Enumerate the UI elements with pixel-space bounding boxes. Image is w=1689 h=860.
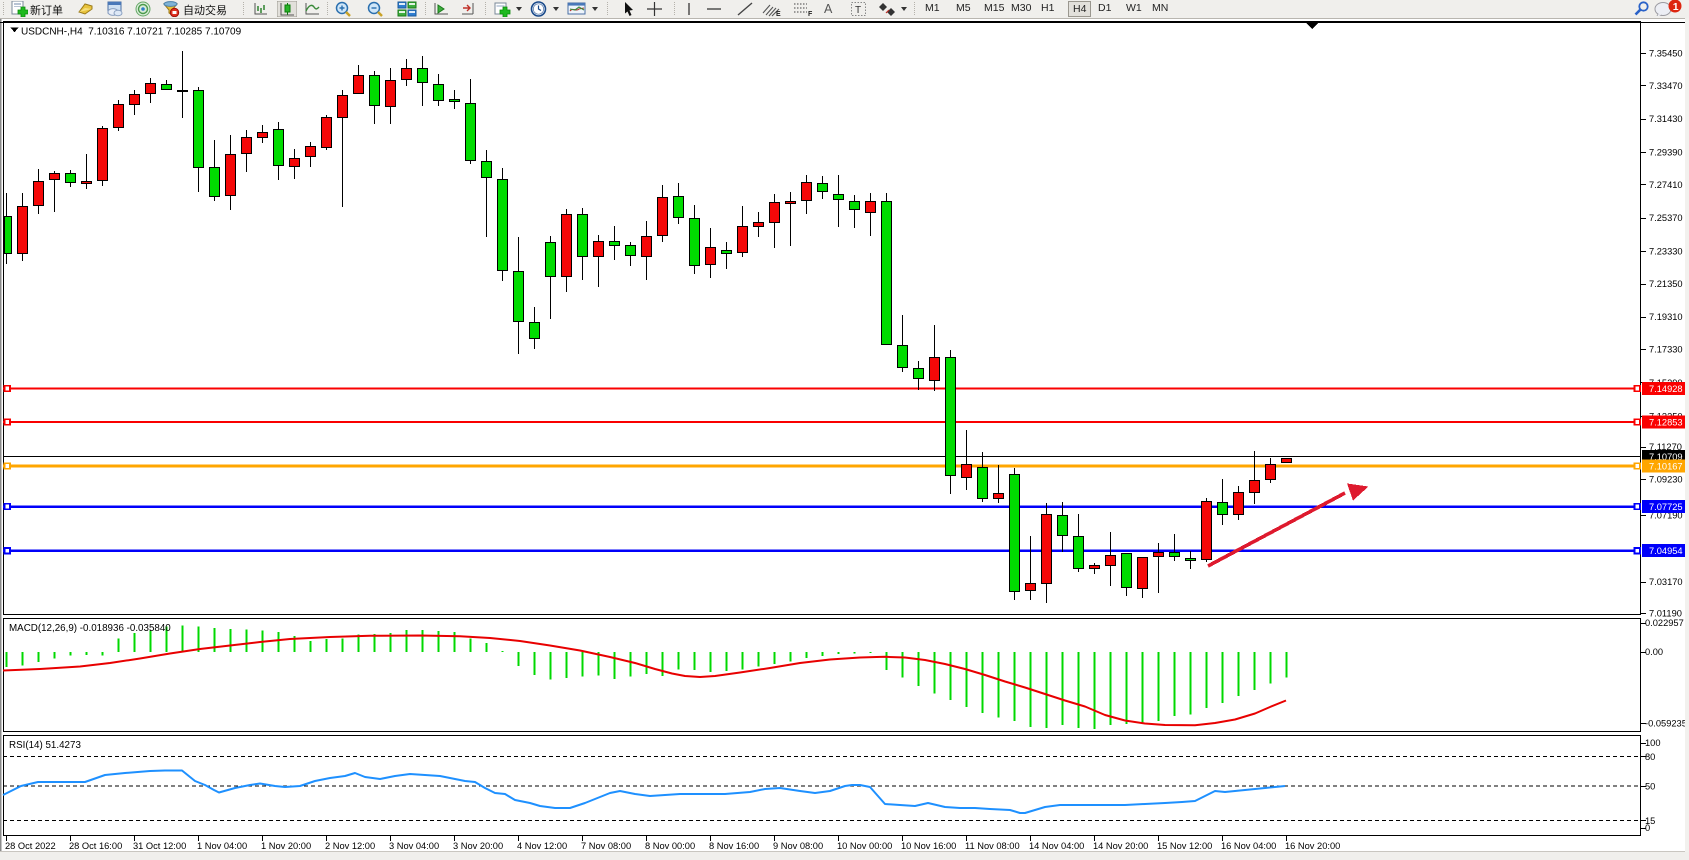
svg-text:31 Oct 12:00: 31 Oct 12:00 [133,841,186,851]
svg-text:16 Nov 20:00: 16 Nov 20:00 [1285,841,1340,851]
svg-text:7.35450: 7.35450 [1649,48,1683,58]
svg-text:28 Oct 16:00: 28 Oct 16:00 [69,841,122,851]
svg-text:7.17330: 7.17330 [1649,345,1683,355]
svg-text:E: E [776,11,781,17]
svg-text:7.23330: 7.23330 [1649,247,1683,257]
svg-text:10 Nov 16:00: 10 Nov 16:00 [901,841,956,851]
svg-text:7.31430: 7.31430 [1649,114,1683,124]
svg-text:100: 100 [1645,738,1661,748]
svg-text:MACD(12,26,9) -0.018936 -0.035: MACD(12,26,9) -0.018936 -0.035840 [9,623,171,634]
svg-text:F: F [808,11,813,17]
svg-text:RSI(14) 51.4273: RSI(14) 51.4273 [9,740,81,751]
svg-text:15: 15 [1645,816,1655,826]
svg-text:15 Nov 12:00: 15 Nov 12:00 [1157,841,1212,851]
svg-text:7.04954: 7.04954 [1649,546,1683,556]
svg-text:80: 80 [1645,752,1655,762]
svg-text:50: 50 [1645,782,1655,792]
svg-text:1 Nov 20:00: 1 Nov 20:00 [261,841,311,851]
svg-text:0: 0 [1645,823,1650,833]
svg-text:7.10167: 7.10167 [1649,462,1683,472]
svg-text:3 Nov 04:00: 3 Nov 04:00 [389,841,439,851]
svg-text:7.07190: 7.07190 [1649,510,1683,520]
svg-text:7.03170: 7.03170 [1649,577,1683,587]
svg-text:USDCNH-,H4 7.10316 7.10721 7.: USDCNH-,H4 7.10316 7.10721 7.10285 7.107… [21,27,242,38]
svg-text:28 Oct 2022: 28 Oct 2022 [5,841,56,851]
svg-text:T: T [855,5,861,16]
svg-text:4 Nov 12:00: 4 Nov 12:00 [517,841,567,851]
svg-text:8 Nov 16:00: 8 Nov 16:00 [709,841,759,851]
svg-text:7.11270: 7.11270 [1649,442,1682,452]
svg-text:8 Nov 00:00: 8 Nov 00:00 [645,841,695,851]
svg-text:7.19310: 7.19310 [1649,312,1683,322]
svg-text:3 Nov 20:00: 3 Nov 20:00 [453,841,503,851]
svg-text:16 Nov 04:00: 16 Nov 04:00 [1221,841,1276,851]
svg-text:14 Nov 04:00: 14 Nov 04:00 [1029,841,1084,851]
svg-text:7.29390: 7.29390 [1649,148,1683,158]
svg-text:7 Nov 08:00: 7 Nov 08:00 [581,841,631,851]
svg-text:7.12853: 7.12853 [1649,418,1683,428]
svg-text:1 Nov 04:00: 1 Nov 04:00 [197,841,247,851]
svg-text:7.09230: 7.09230 [1649,474,1683,484]
svg-text:2 Nov 12:00: 2 Nov 12:00 [325,841,375,851]
svg-text:7.07725: 7.07725 [1649,502,1683,512]
svg-text:11 Nov 08:00: 11 Nov 08:00 [965,841,1020,851]
svg-text:14 Nov 20:00: 14 Nov 20:00 [1093,841,1148,851]
svg-text:7.01190: 7.01190 [1649,608,1682,618]
svg-text:7.10709: 7.10709 [1649,452,1683,462]
svg-text:0.00: 0.00 [1645,647,1663,657]
svg-text:7.25370: 7.25370 [1649,213,1683,223]
svg-text:7.33470: 7.33470 [1649,81,1683,91]
svg-text:10 Nov 00:00: 10 Nov 00:00 [837,841,892,851]
svg-text:-0.059235: -0.059235 [1645,718,1687,728]
svg-text:7.14928: 7.14928 [1649,384,1683,394]
svg-text:7.21350: 7.21350 [1649,279,1683,289]
svg-text:7.27410: 7.27410 [1649,180,1683,190]
svg-text:9 Nov 08:00: 9 Nov 08:00 [773,841,823,851]
svg-text:1: 1 [1673,1,1679,13]
svg-text:0.022957: 0.022957 [1645,618,1684,628]
